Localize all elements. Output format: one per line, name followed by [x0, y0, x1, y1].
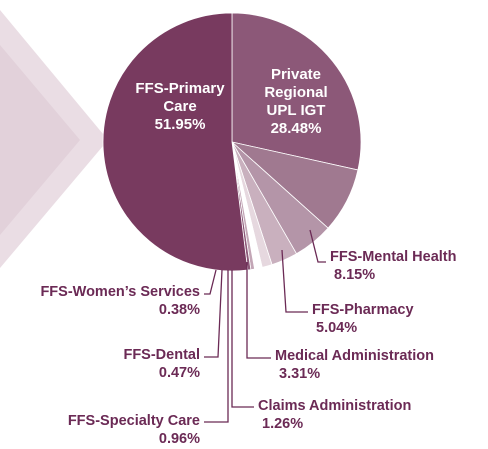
leader-line [231, 270, 254, 408]
category-name: FFS-Mental Health [330, 249, 457, 265]
slice-label: Private Regional UPL IGT 28.48% [254, 66, 338, 138]
pie-slice [231, 12, 362, 171]
slice-label: Medical Administration 3.31% [275, 347, 434, 383]
slice-label: FFS-Women’s Services 0.38% [40, 283, 200, 319]
value-label: 1.26% [262, 416, 304, 432]
category-name: FFS-Primary Care [135, 80, 225, 115]
category-name: FFS-Specialty Care [67, 413, 200, 429]
link-wedge-inner [0, 45, 80, 235]
leader-line [204, 269, 223, 358]
category-name: FFS-Dental [123, 347, 200, 363]
leader-line [204, 270, 229, 423]
slice-label: FFS-Specialty Care 0.96% [68, 412, 200, 448]
value-label: 8.15% [334, 267, 376, 283]
leader-line [246, 262, 271, 359]
slice-label: FFS-Dental 0.47% [123, 346, 200, 382]
value-label: 28.48% [270, 120, 322, 137]
value-label: 3.31% [279, 366, 321, 382]
slice-label: Claims Administration 1.26% [258, 397, 411, 433]
slice-label: FFS-Pharmacy 5.04% [312, 301, 414, 337]
value-label: 5.04% [316, 320, 358, 336]
value-label: 51.95% [154, 116, 206, 133]
leader-line [204, 269, 217, 295]
category-name: FFS-Women’s Services [40, 284, 200, 300]
category-name: FFS-Pharmacy [312, 302, 414, 318]
value-label: 0.96% [158, 431, 200, 447]
value-label: 0.47% [158, 365, 200, 381]
slice-label: FFS-Mental Health 8.15% [330, 248, 456, 284]
category-name: Medical Administration [275, 348, 434, 364]
value-label: 0.38% [158, 302, 200, 318]
leader-line [309, 229, 326, 263]
slice-label: FFS-Primary Care 51.95% [124, 80, 236, 134]
pie-slice [102, 12, 249, 272]
category-name: Claims Administration [258, 398, 412, 414]
category-name: Private Regional UPL IGT [264, 66, 328, 119]
leader-line [281, 249, 308, 313]
